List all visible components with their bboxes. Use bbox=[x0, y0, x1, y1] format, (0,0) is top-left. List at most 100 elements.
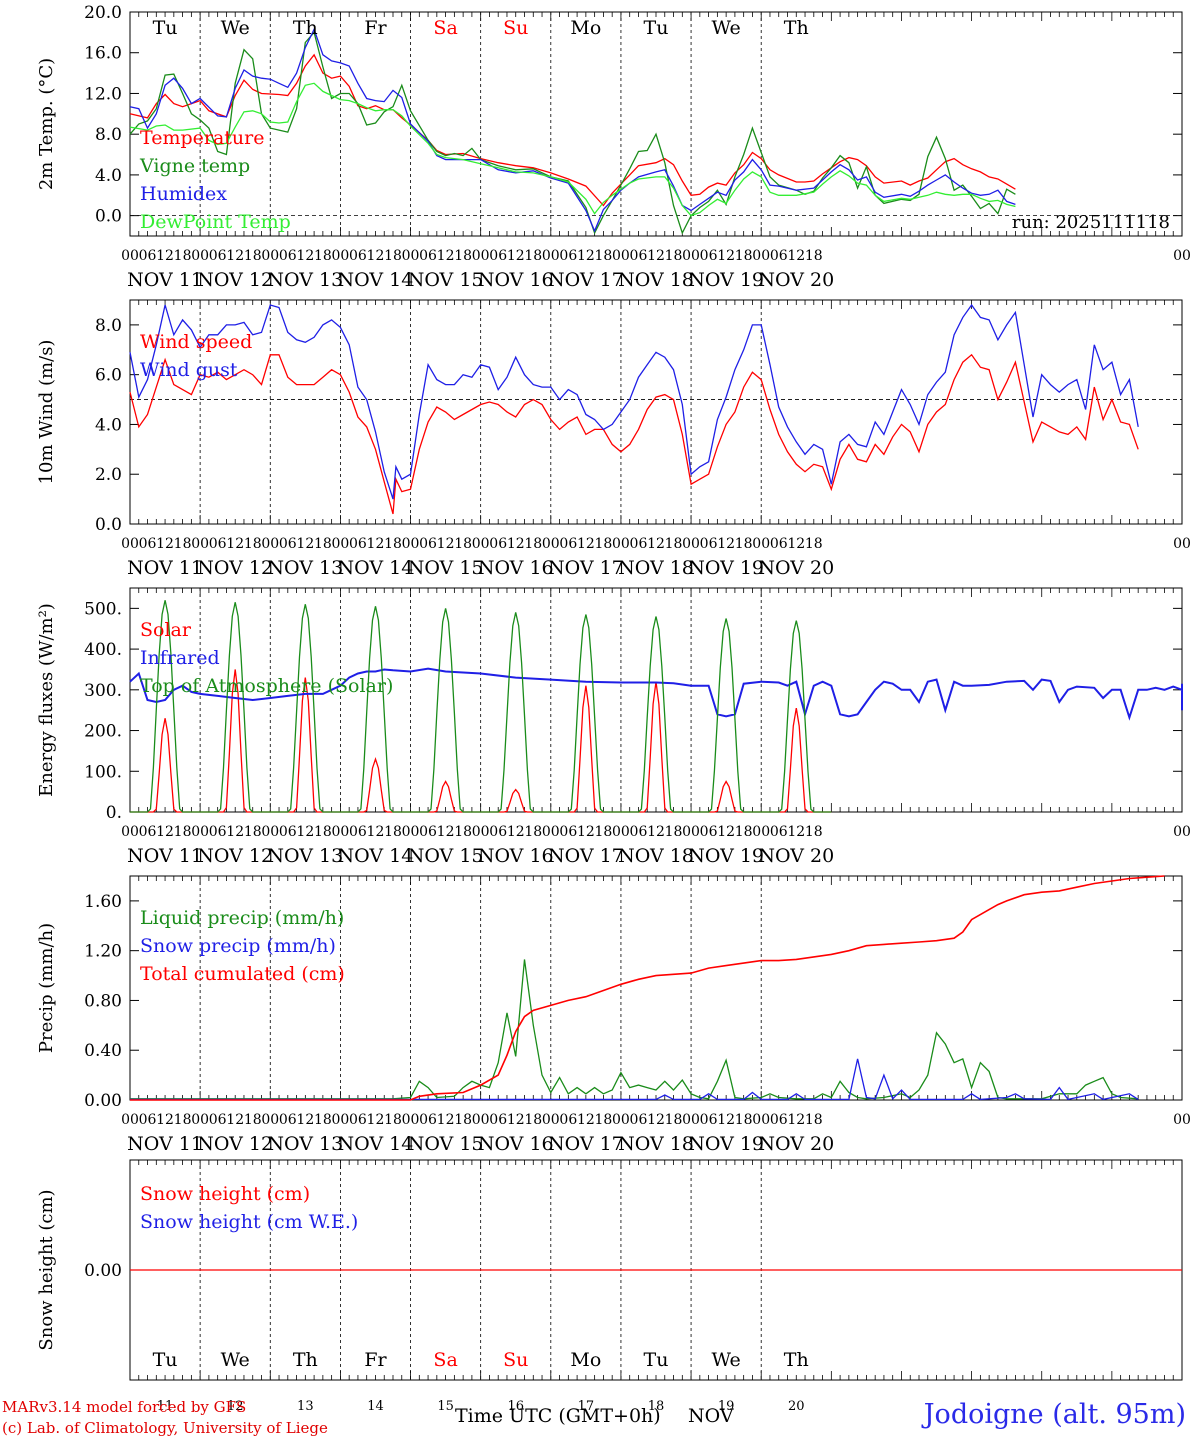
date-label: NOV 17 bbox=[548, 845, 624, 867]
date-label: NOV 20 bbox=[758, 557, 834, 579]
date-label: NOV 19 bbox=[688, 845, 764, 867]
hour-tick-label: 18 bbox=[594, 824, 612, 840]
y-tick-label: 12.0 bbox=[84, 84, 122, 104]
hour-tick-label: 06 bbox=[139, 248, 157, 264]
hour-tick-label: 06 bbox=[419, 248, 437, 264]
hour-tick-label: 12 bbox=[787, 1112, 805, 1128]
date-label: NOV 20 bbox=[758, 845, 834, 867]
legend-entry: DewPoint Temp bbox=[140, 211, 291, 233]
series-line-wind-speed bbox=[129, 353, 1139, 515]
hour-tick-label: 12 bbox=[577, 536, 595, 552]
day-of-week-label: We bbox=[221, 1349, 250, 1371]
date-label: NOV 13 bbox=[267, 1133, 343, 1155]
date-label: NOV 13 bbox=[267, 269, 343, 291]
hour-tick-label: 00 bbox=[542, 1112, 560, 1128]
hour-tick-label: 00 bbox=[261, 1112, 279, 1128]
hour-tick-label: 00 bbox=[542, 824, 560, 840]
hour-tick-label: 12 bbox=[507, 248, 525, 264]
series-line-total-cumulated-cm- bbox=[130, 875, 1165, 1101]
date-label: NOV 14 bbox=[338, 269, 414, 291]
legend-entry: Total cumulated (cm) bbox=[140, 963, 345, 985]
date-label: NOV 15 bbox=[408, 557, 484, 579]
hour-tick-label: 18 bbox=[805, 248, 823, 264]
hour-tick-label: 06 bbox=[209, 1112, 227, 1128]
hour-tick-label: 06 bbox=[700, 824, 718, 840]
date-label: NOV 11 bbox=[127, 1133, 203, 1155]
hour-tick-label: 12 bbox=[156, 536, 174, 552]
legend-entry: Infrared bbox=[140, 647, 220, 669]
hour-tick-label: 06 bbox=[630, 1112, 648, 1128]
day-of-week-label: Tu bbox=[644, 17, 669, 39]
hour-tick-label: 12 bbox=[647, 824, 665, 840]
date-label: NOV 17 bbox=[548, 269, 624, 291]
hour-tick-label: 18 bbox=[174, 536, 192, 552]
plot-frame bbox=[129, 299, 1183, 525]
date-label: NOV 12 bbox=[197, 557, 273, 579]
hour-tick-label: 00 bbox=[261, 536, 279, 552]
hour-tick-label: 12 bbox=[367, 824, 385, 840]
hour-tick-label: 06 bbox=[630, 248, 648, 264]
hour-tick-label: 00 bbox=[752, 536, 770, 552]
run-label: run: 2025111118 bbox=[1012, 212, 1170, 233]
day-of-week-label: Tu bbox=[153, 17, 178, 39]
hour-tick-label: 00 bbox=[121, 536, 139, 552]
legend-entry: Wind gust bbox=[140, 359, 238, 381]
y-tick-label: 4.0 bbox=[95, 415, 122, 435]
day-of-week-label: Th bbox=[784, 1349, 809, 1371]
hour-tick-label: 12 bbox=[577, 1112, 595, 1128]
hour-tick-label: 00 bbox=[191, 536, 209, 552]
y-tick-label: 0.00 bbox=[84, 1091, 122, 1111]
hour-tick-label: 18 bbox=[594, 536, 612, 552]
date-label: NOV 19 bbox=[688, 557, 764, 579]
hour-tick-label: 12 bbox=[787, 248, 805, 264]
plot-frame bbox=[129, 11, 1183, 237]
y-tick-label: 400. bbox=[84, 640, 122, 660]
hour-tick-label: 18 bbox=[174, 1112, 192, 1128]
panel-energy: 0. 100. 200. 300. 400. 500. Energy fluxes (W/m… bbox=[36, 587, 1191, 867]
station-name: Jodoigne (alt. 95m) bbox=[923, 1399, 1186, 1430]
y-tick-label: 6.0 bbox=[95, 366, 122, 386]
date-label: NOV 14 bbox=[338, 557, 414, 579]
hour-tick-label: 00 bbox=[1173, 536, 1191, 552]
hour-tick-label: 00 bbox=[542, 536, 560, 552]
hour-tick-label: 00 bbox=[331, 536, 349, 552]
hour-tick-label: 12 bbox=[647, 248, 665, 264]
day-number-label: 14 bbox=[367, 1399, 384, 1414]
hour-tick-label: 18 bbox=[735, 248, 753, 264]
date-label: NOV 15 bbox=[408, 845, 484, 867]
y-tick-label: 0.40 bbox=[84, 1041, 122, 1061]
hour-tick-label: 18 bbox=[735, 536, 753, 552]
hour-tick-label: 00 bbox=[402, 248, 420, 264]
y-tick-label: 0.00 bbox=[84, 1261, 122, 1281]
day-number-label: 19 bbox=[718, 1399, 735, 1414]
hour-tick-label: 18 bbox=[314, 248, 332, 264]
date-label: NOV 18 bbox=[618, 845, 694, 867]
hour-tick-label: 00 bbox=[612, 536, 630, 552]
y-tick-label: 1.20 bbox=[84, 942, 122, 962]
hour-tick-label: 00 bbox=[542, 248, 560, 264]
hour-tick-label: 06 bbox=[489, 248, 507, 264]
hour-tick-label: 18 bbox=[665, 1112, 683, 1128]
date-label: NOV 13 bbox=[267, 557, 343, 579]
legend-entry: Wind speed bbox=[140, 331, 252, 353]
hour-tick-label: 00 bbox=[331, 824, 349, 840]
date-label: NOV 16 bbox=[478, 269, 554, 291]
hour-tick-label: 00 bbox=[121, 824, 139, 840]
hour-tick-label: 12 bbox=[717, 1112, 735, 1128]
hour-tick-label: 00 bbox=[402, 1112, 420, 1128]
hour-tick-label: 00 bbox=[752, 1112, 770, 1128]
hour-tick-label: 06 bbox=[559, 1112, 577, 1128]
y-tick-label: 1.60 bbox=[84, 892, 122, 912]
day-number-label: 12 bbox=[227, 1399, 244, 1414]
hour-tick-label: 06 bbox=[349, 824, 367, 840]
hour-tick-label: 06 bbox=[559, 248, 577, 264]
date-label: NOV 16 bbox=[478, 557, 554, 579]
model-credit: MARv3.14 model forced by GFS bbox=[2, 1398, 247, 1416]
day-number-label: 17 bbox=[578, 1399, 595, 1414]
legend-entry: Snow precip (mm/h) bbox=[140, 935, 336, 957]
y-tick-label: 4.0 bbox=[95, 166, 122, 186]
hour-tick-label: 00 bbox=[612, 824, 630, 840]
hour-tick-label: 18 bbox=[244, 536, 262, 552]
legend-entry: Humidex bbox=[140, 183, 227, 205]
hour-tick-label: 18 bbox=[665, 824, 683, 840]
